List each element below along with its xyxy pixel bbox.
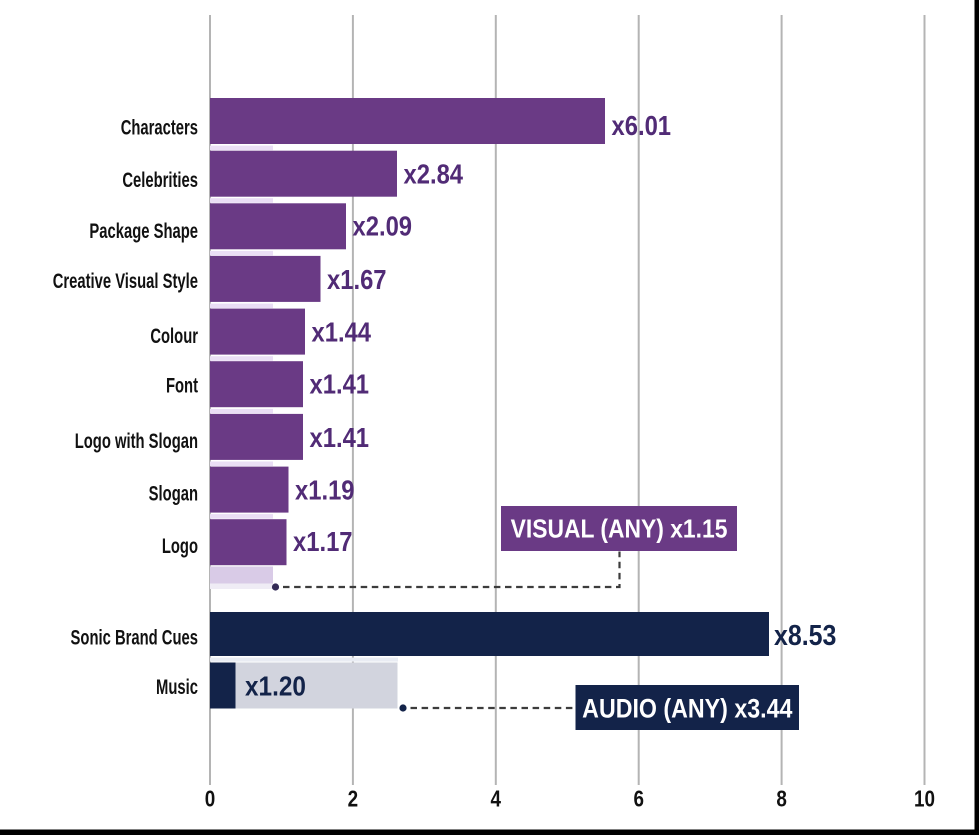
svg-text:x6.01: x6.01 [612, 109, 672, 141]
svg-text:x2.84: x2.84 [404, 158, 464, 190]
svg-text:x1.19: x1.19 [295, 474, 355, 506]
svg-text:x8.53: x8.53 [774, 619, 836, 651]
svg-text:Logo: Logo [162, 535, 198, 558]
svg-text:Colour: Colour [150, 325, 198, 348]
svg-text:Slogan: Slogan [149, 482, 198, 505]
svg-text:VISUAL (ANY) x1.15: VISUAL (ANY) x1.15 [511, 515, 728, 544]
svg-text:10: 10 [914, 787, 935, 812]
svg-text:6: 6 [633, 787, 643, 812]
svg-text:x1.17: x1.17 [293, 525, 353, 557]
svg-text:4: 4 [491, 787, 502, 812]
svg-text:2: 2 [348, 787, 358, 812]
svg-text:x1.67: x1.67 [327, 263, 387, 295]
svg-text:0: 0 [205, 787, 215, 812]
svg-text:Sonic Brand Cues: Sonic Brand Cues [71, 626, 198, 649]
svg-text:Music: Music [156, 675, 198, 698]
svg-text:Font: Font [166, 374, 198, 397]
svg-text:x2.09: x2.09 [353, 210, 413, 242]
svg-text:Logo with Slogan: Logo with Slogan [75, 429, 198, 452]
svg-text:Creative Visual Style: Creative Visual Style [53, 269, 198, 292]
svg-text:Package Shape: Package Shape [89, 220, 198, 243]
svg-text:x1.44: x1.44 [312, 316, 372, 348]
svg-text:x1.20: x1.20 [245, 670, 306, 702]
svg-text:x1.41: x1.41 [310, 368, 370, 400]
svg-text:AUDIO (ANY) x3.44: AUDIO (ANY) x3.44 [582, 694, 792, 724]
svg-text:Celebrities: Celebrities [122, 168, 198, 191]
svg-text:x1.41: x1.41 [310, 421, 370, 453]
svg-text:8: 8 [776, 787, 787, 812]
svg-text:Characters: Characters [121, 116, 198, 139]
